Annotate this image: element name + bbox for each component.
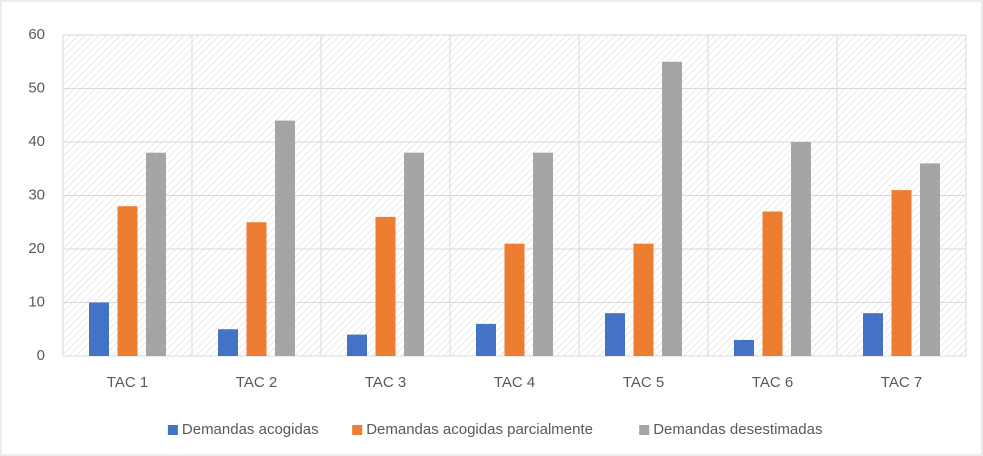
bar: [863, 313, 883, 356]
legend-marker: [639, 425, 650, 435]
bar: [375, 216, 396, 356]
bar: [117, 206, 138, 356]
y-tick-label: 50: [28, 79, 45, 96]
legend-label: Demandas desestimadas: [653, 421, 822, 438]
bar: [146, 152, 166, 356]
bar: [791, 142, 811, 356]
x-tick-label: TAC 1: [107, 374, 148, 391]
bar: [734, 339, 754, 356]
x-tick-label: TAC 7: [881, 374, 922, 391]
legend-label: Demandas acogidas: [182, 421, 319, 438]
legend-marker: [167, 425, 178, 435]
bar: [920, 163, 940, 356]
bar: [89, 302, 109, 356]
x-tick-label: TAC 3: [365, 374, 406, 391]
bar: [275, 120, 295, 356]
legend-marker: [352, 425, 363, 435]
bar: [605, 313, 625, 356]
legend-label: Demandas acogidas parcialmente: [366, 421, 593, 438]
bar: [218, 329, 238, 356]
bar: [762, 211, 783, 356]
y-tick-label: 40: [28, 133, 45, 150]
bar: [662, 61, 682, 356]
bar: [404, 152, 424, 356]
x-tick-label: TAC 2: [236, 374, 277, 391]
y-tick-label: 30: [28, 186, 45, 203]
bar: [891, 190, 912, 356]
bar: [533, 152, 553, 356]
y-tick-label: 10: [28, 293, 45, 310]
bar: [476, 323, 496, 356]
y-tick-label: 20: [28, 240, 45, 257]
x-tick-label: TAC 4: [494, 374, 535, 391]
x-tick-label: TAC 6: [752, 374, 793, 391]
bar: [347, 334, 367, 356]
bar: [633, 243, 654, 356]
x-tick-label: TAC 5: [623, 374, 664, 391]
bar: [246, 222, 267, 356]
y-tick-label: 60: [28, 26, 45, 43]
y-tick-label: 0: [37, 347, 45, 364]
bar: [504, 243, 525, 356]
